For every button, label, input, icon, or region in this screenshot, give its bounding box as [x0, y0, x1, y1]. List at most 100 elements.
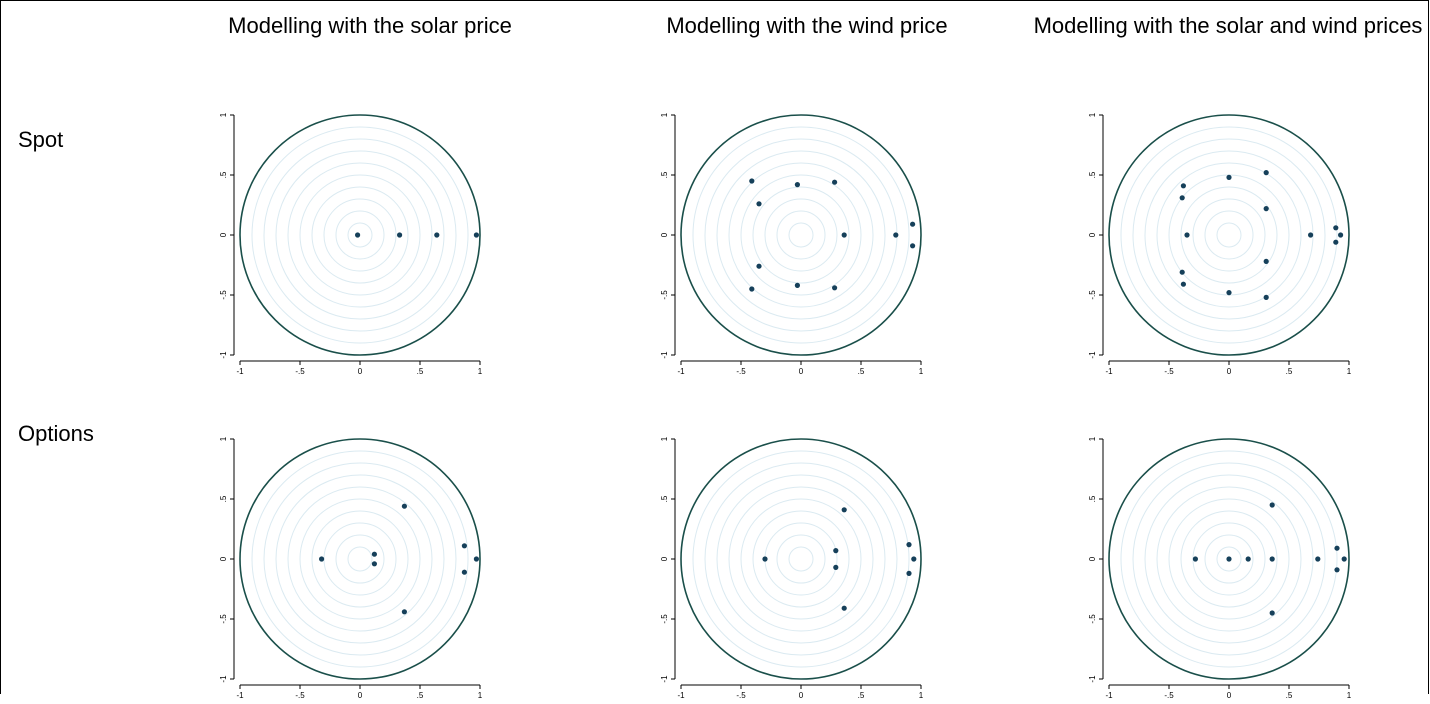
data-point [1184, 232, 1190, 238]
panel-spot-solar: -1 -.5 0 .5 1 -1 -.5 0 .5 1 [200, 100, 500, 380]
data-point [1269, 502, 1275, 508]
y-tick-label: 1 [1088, 112, 1097, 117]
x-tick-label: -1 [677, 367, 685, 376]
data-point [461, 543, 467, 549]
reference-ring [1132, 462, 1326, 656]
reference-ring [251, 126, 469, 344]
data-point [906, 542, 912, 548]
reference-ring [788, 222, 814, 248]
reference-ring [1156, 486, 1302, 632]
x-tick-label: -.5 [736, 367, 746, 376]
y-tick-label: 1 [660, 112, 669, 117]
data-point [1315, 556, 1321, 562]
data-point [397, 232, 403, 238]
data-point [910, 221, 916, 227]
data-point [473, 232, 479, 238]
reference-ring [251, 450, 469, 668]
data-point [833, 548, 839, 554]
x-tick-label: 1 [919, 691, 924, 700]
y-tick-label: 1 [660, 436, 669, 441]
y-tick-label: 0 [219, 232, 228, 237]
reference-ring [728, 162, 874, 308]
data-point [1269, 610, 1275, 616]
y-tick-label: 1 [1088, 436, 1097, 441]
reference-ring [263, 138, 457, 332]
x-tick-label: -.5 [295, 691, 305, 700]
y-tick-label: .5 [660, 495, 669, 502]
data-point [762, 556, 768, 562]
y-tick-label: 0 [660, 232, 669, 237]
reference-ring [347, 222, 373, 248]
reference-ring [287, 486, 433, 632]
data-point [434, 232, 440, 238]
data-point [1341, 556, 1347, 562]
data-point [1338, 232, 1344, 238]
data-point [749, 178, 755, 184]
unit-circle [680, 114, 922, 356]
y-tick-label: -.5 [1088, 614, 1097, 624]
reference-ring [335, 534, 385, 584]
reference-ring [764, 198, 838, 272]
data-point [1333, 239, 1339, 245]
reference-ring [311, 186, 409, 284]
column-title-solar-wind: Modelling with the solar and wind prices [1033, 13, 1423, 38]
x-tick-label: -1 [236, 367, 244, 376]
data-point [1263, 206, 1269, 212]
y-tick-label: -1 [1088, 675, 1097, 683]
reference-ring [728, 486, 874, 632]
scatter-plot: -1 -.5 0 .5 1 -1 -.5 0 .5 1 [660, 436, 924, 700]
data-point [1180, 281, 1186, 287]
panel-spot-solar-wind: -1 -.5 0 .5 1 -1 -.5 0 .5 1 [1069, 100, 1369, 380]
reference-ring [1132, 138, 1326, 332]
column-title-wind: Modelling with the wind price [666, 13, 948, 38]
x-tick-label: 1 [919, 367, 924, 376]
y-tick-label: -.5 [219, 290, 228, 300]
scatter-plot: -1 -.5 0 .5 1 -1 -.5 0 .5 1 [660, 112, 924, 376]
panel-options-solar-wind: -1 -.5 0 .5 1 -1 -.5 0 .5 1 [1069, 424, 1369, 704]
data-point [756, 263, 762, 269]
y-tick-label: -1 [660, 351, 669, 359]
x-tick-label: 1 [1347, 367, 1352, 376]
y-tick-label: -1 [219, 351, 228, 359]
data-point [1179, 195, 1185, 201]
scatter-plot: -1 -.5 0 .5 1 -1 -.5 0 .5 1 [1088, 112, 1352, 376]
reference-ring [692, 126, 910, 344]
reference-ring [299, 498, 421, 620]
data-point [893, 232, 899, 238]
data-point [833, 564, 839, 570]
x-tick-label: -1 [677, 691, 685, 700]
y-tick-label: -1 [1088, 351, 1097, 359]
data-point [355, 232, 361, 238]
y-tick-label: 0 [660, 556, 669, 561]
data-point [756, 201, 762, 207]
row-label-options: Options [18, 421, 94, 446]
reference-ring [1204, 534, 1254, 584]
data-point [1226, 556, 1232, 562]
data-point [749, 286, 755, 292]
data-point [1263, 170, 1269, 176]
reference-ring [764, 522, 838, 596]
reference-ring [740, 498, 862, 620]
x-tick-label: .5 [858, 367, 865, 376]
scatter-plot: -1 -.5 0 .5 1 -1 -.5 0 .5 1 [219, 112, 483, 376]
reference-ring [323, 198, 397, 272]
data-point [1180, 183, 1186, 189]
data-point [794, 182, 800, 188]
y-tick-label: -1 [660, 675, 669, 683]
reference-ring [776, 210, 826, 260]
data-point [1179, 269, 1185, 275]
x-tick-label: -.5 [1164, 691, 1174, 700]
y-tick-label: .5 [219, 495, 228, 502]
x-tick-label: .5 [417, 691, 424, 700]
data-point [1308, 232, 1314, 238]
data-point [371, 551, 377, 557]
panel-spot-wind: -1 -.5 0 .5 1 -1 -.5 0 .5 1 [641, 100, 941, 380]
reference-ring [1156, 162, 1302, 308]
data-point [461, 569, 467, 575]
x-tick-label: 0 [1227, 691, 1232, 700]
y-tick-label: -.5 [660, 290, 669, 300]
reference-ring [1192, 198, 1266, 272]
data-point [841, 232, 847, 238]
x-tick-label: -.5 [1164, 367, 1174, 376]
